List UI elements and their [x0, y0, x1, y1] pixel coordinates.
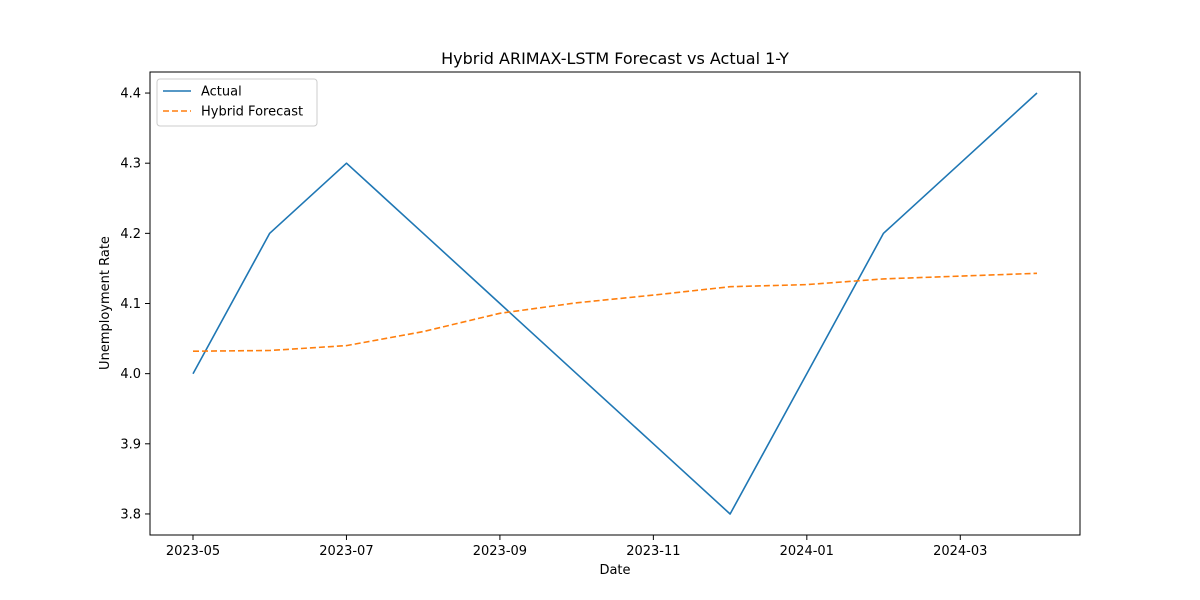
plot-area [192, 92, 1038, 515]
legend-label-1: Hybrid Forecast [201, 105, 303, 120]
x-axis-title: Date [599, 563, 630, 578]
x-tick-label: 2023-11 [626, 544, 680, 559]
y-tick-label: 3.9 [120, 437, 141, 452]
legend-box [156, 78, 318, 127]
x-tick-label: 2024-03 [933, 544, 987, 559]
chart-title: Hybrid ARIMAX-LSTM Forecast vs Actual 1-… [441, 49, 789, 68]
y-tick-label: 4.2 [120, 227, 141, 242]
x-tick-label: 2023-09 [473, 544, 527, 559]
x-tick-label: 2024-01 [780, 544, 834, 559]
y-tick-label: 4.4 [120, 87, 141, 102]
legend: Actual Hybrid Forecast [156, 78, 318, 127]
y-axis-title: Unemployment Rate [98, 236, 113, 370]
series-line-0 [192, 92, 1038, 515]
y-tick-label: 4.0 [120, 367, 141, 382]
x-tick-label: 2023-07 [319, 544, 373, 559]
series-line-1 [192, 272, 1038, 352]
y-tick-label: 4.1 [120, 297, 141, 312]
y-tick-label: 3.8 [120, 507, 141, 522]
x-axis: 2023-05 2023-07 2023-09 2023-11 2024-01 2024-… [166, 535, 987, 559]
y-tick-label: 4.3 [120, 157, 141, 172]
x-tick-label: 2023-05 [166, 544, 220, 559]
legend-label-0: Actual [201, 85, 242, 100]
y-axis: 3.8 3.9 4.0 4.1 4.2 4.3 4.4 [120, 87, 150, 522]
